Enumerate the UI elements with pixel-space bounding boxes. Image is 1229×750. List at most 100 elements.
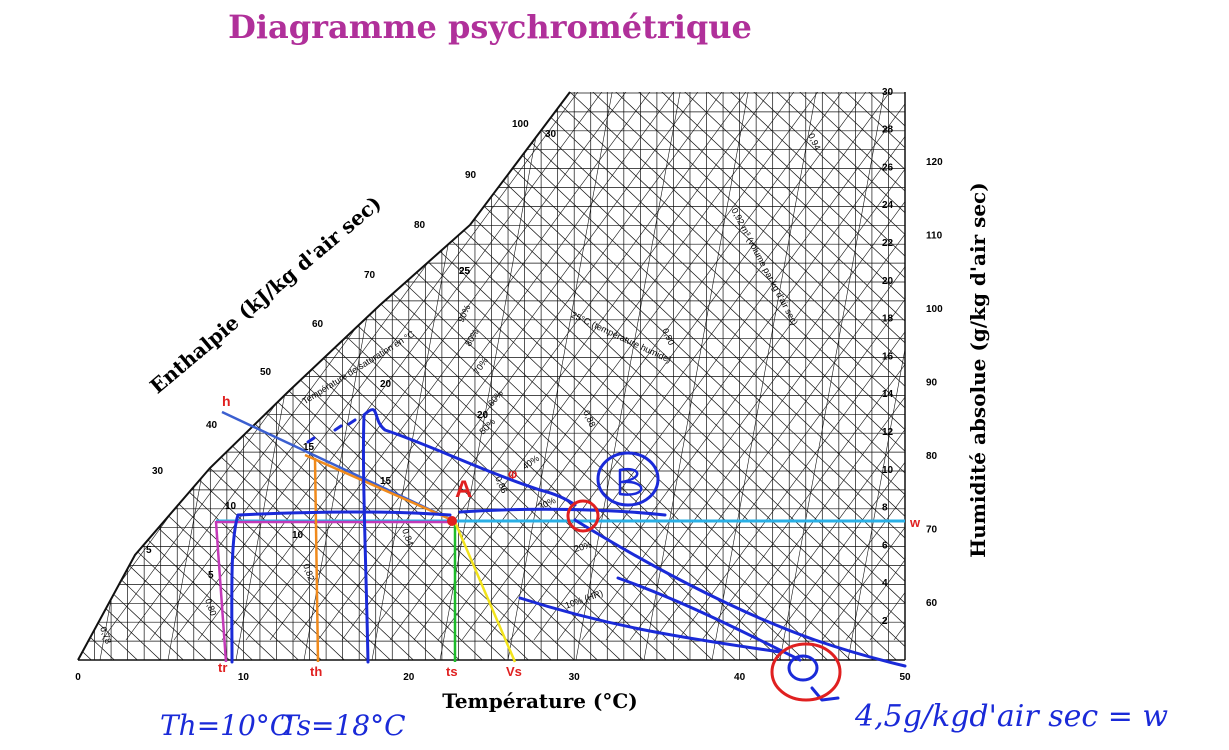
enthalpy-tick-30: 30 [152, 466, 164, 477]
grid-line [413, 92, 905, 641]
w-tick-16: 16 [882, 351, 894, 362]
pen-stroke-4 [573, 518, 907, 668]
w-label: w [909, 515, 921, 530]
grid-line [78, 92, 593, 660]
grid-line [653, 92, 905, 641]
grid-line [696, 92, 905, 660]
grid-line [282, 92, 905, 660]
pen-stroke-1 [230, 510, 452, 664]
point-a-label: A [455, 476, 472, 503]
grid-line [811, 92, 905, 660]
pen-ticks [306, 418, 357, 444]
y-axis-label-right: Humidité absolue (g/kg d'air sec) [966, 182, 990, 557]
enthalpy-tick-80: 80 [414, 220, 426, 231]
grid-line [581, 92, 905, 641]
grid-line [0, 0, 38, 640]
grid-line [78, 92, 159, 641]
grid-line [78, 92, 133, 660]
grid-line [749, 92, 905, 641]
point-b-circle [566, 499, 600, 533]
grid-line [535, 92, 905, 660]
grid-line [78, 92, 616, 660]
grid-line [78, 92, 111, 641]
grid-line [918, 0, 1229, 640]
th-line [313, 457, 320, 663]
w-read-circle [770, 642, 842, 702]
grid-line [581, 92, 905, 660]
phi-label: φ [508, 466, 517, 481]
w-tick-6: 6 [882, 540, 888, 551]
grid-line [0, 0, 62, 640]
outer-tick-120: 120 [926, 157, 943, 168]
target-small-circle [787, 654, 819, 682]
grid-line [420, 92, 905, 660]
grid-line [765, 92, 905, 660]
wet-bulb-tick-30: 30 [545, 129, 557, 140]
wet-bulb-line [304, 453, 453, 522]
grid-line [305, 92, 905, 660]
grid-line [629, 92, 905, 641]
grid-line [725, 92, 905, 641]
grid-line [236, 92, 905, 660]
grid-line [489, 92, 905, 660]
tr-label: tr [218, 660, 227, 675]
grid-line [847, 92, 905, 660]
enthalpy-tick-20: 20 [380, 379, 392, 390]
grid-line [78, 92, 248, 660]
grid-line [78, 92, 87, 660]
grid-line [719, 92, 905, 660]
grid-line [677, 92, 905, 641]
grid-line [78, 92, 409, 660]
b-circle [596, 451, 660, 507]
grid-line [78, 92, 777, 660]
grid-line [512, 92, 905, 660]
grid-line [397, 92, 905, 660]
grid-line [78, 92, 524, 660]
enthalpy-tick-60: 60 [312, 319, 324, 330]
w-tick-22: 22 [882, 238, 894, 249]
x-tick-10: 10 [238, 672, 250, 683]
grid-line [701, 92, 905, 641]
pen-stroke-5 [616, 576, 802, 662]
page-title: Diagramme psychrométrique [228, 8, 752, 46]
grid-line [779, 92, 891, 660]
vol-080-label: 0,80 [203, 597, 218, 617]
note-w: 4,5g/kgd'air sec = w [854, 699, 1168, 734]
grid-line [1014, 0, 1229, 640]
vs-line [453, 521, 517, 663]
saturation-curve [77, 91, 571, 661]
grid-line [78, 92, 294, 660]
grid-line [351, 92, 905, 660]
enthalpy-tick-10: 10 [225, 501, 237, 512]
ts-label: ts [446, 664, 458, 679]
vol-084-label: 0,84 [400, 527, 415, 547]
grid-line [78, 92, 135, 641]
vs-label: Vs [506, 664, 522, 679]
grid-line [78, 92, 271, 660]
outer-tick-110: 110 [926, 231, 943, 242]
enthalpy-tick-50: 50 [260, 367, 272, 378]
handwritten-annotations [230, 408, 907, 702]
pen-stroke-2 [361, 408, 577, 664]
w-tick-20: 20 [882, 276, 894, 287]
rh-70-label: 70% [471, 356, 490, 376]
grid-line [461, 92, 905, 641]
w-tick-2: 2 [882, 616, 888, 627]
grid-line [78, 92, 179, 660]
w-tick-14: 14 [882, 389, 894, 400]
grid-line [78, 92, 327, 641]
outer-tick-labels: 60 70 80 90 100 110 120 [926, 157, 943, 609]
grid-line [439, 92, 551, 660]
grid-line [78, 92, 317, 660]
grid-line [328, 92, 905, 660]
h-label: h [222, 393, 231, 409]
enthalpy-tick-90: 90 [465, 170, 477, 181]
grid-line [627, 92, 905, 660]
wet-bulb-tick-20: 20 [477, 410, 489, 421]
red-circles [566, 499, 842, 702]
grid-line [78, 92, 110, 660]
grid-line [0, 0, 14, 640]
outer-tick-60: 60 [926, 598, 938, 609]
w-tick-12: 12 [882, 427, 894, 438]
